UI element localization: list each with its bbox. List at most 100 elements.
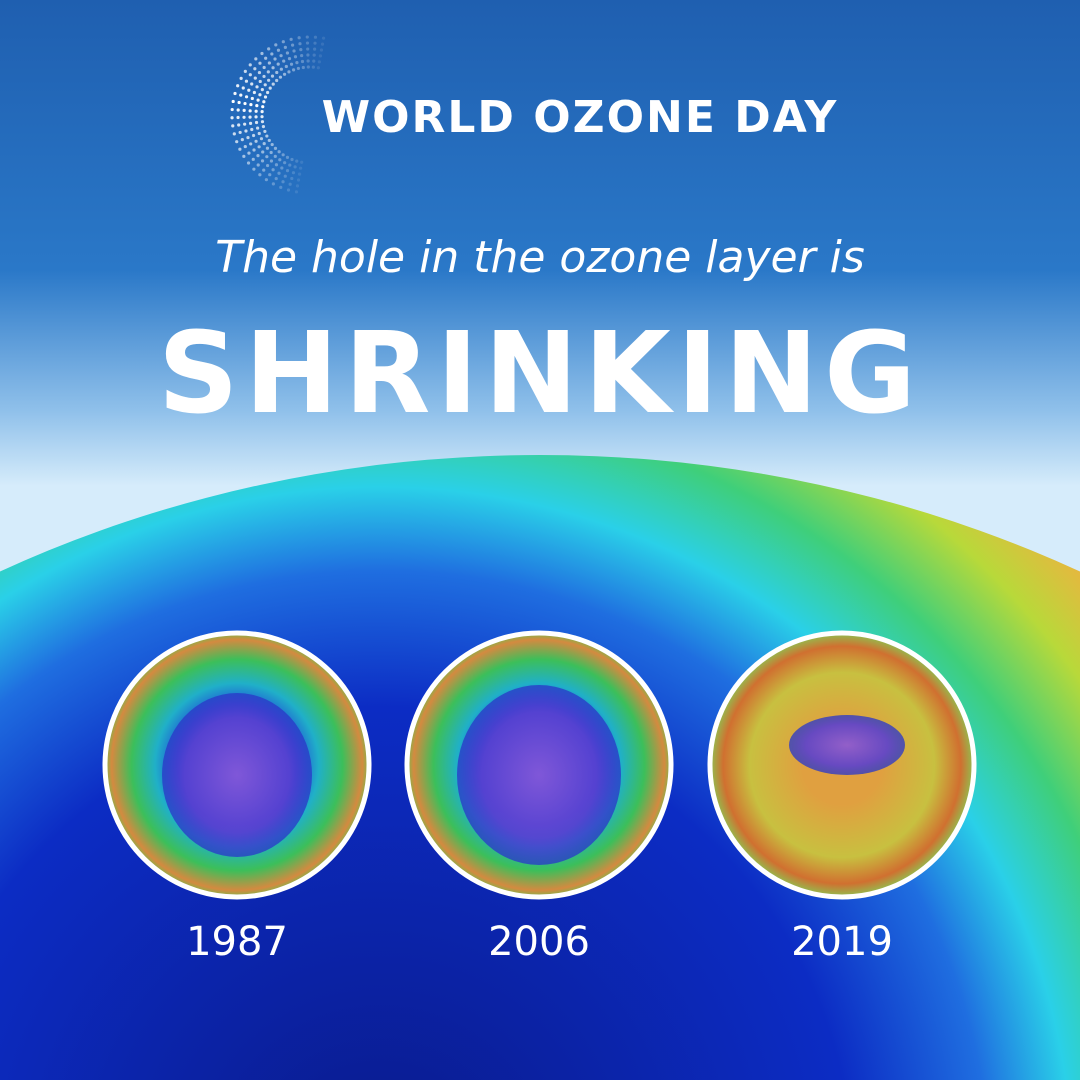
- logo-dot: [293, 55, 298, 59]
- logo-dot: [249, 142, 253, 146]
- logo-dot: [276, 48, 281, 52]
- logo-dot: [297, 172, 302, 176]
- logo-dot: [285, 51, 290, 55]
- logo-dot: [238, 130, 242, 135]
- logo-dot: [273, 146, 278, 150]
- logo-dot: [274, 163, 279, 167]
- logo-dot: [289, 37, 293, 41]
- logo-dot: [296, 178, 301, 182]
- logo-dot: [313, 47, 317, 51]
- logo-dot: [271, 66, 275, 70]
- logo-dot: [289, 62, 294, 66]
- logo-dot: [316, 66, 320, 70]
- logo-dot: [283, 174, 287, 178]
- logo-dot: [275, 70, 279, 75]
- logo-dot: [283, 45, 287, 49]
- logo-dot: [232, 132, 236, 136]
- logo-dot: [279, 185, 283, 189]
- logo-dot: [262, 100, 266, 104]
- logo-dot: [288, 182, 292, 186]
- logo-dot: [257, 70, 262, 75]
- logo-dot: [267, 61, 271, 65]
- year-label: 1987: [186, 919, 288, 965]
- logo-dot: [281, 40, 285, 44]
- logo-dot: [242, 108, 246, 112]
- logo-dot: [256, 126, 260, 130]
- logo-dot: [291, 68, 296, 72]
- logo-dot: [261, 125, 266, 129]
- logo-dot: [287, 70, 291, 74]
- logo-dot: [306, 47, 310, 51]
- logo-dot: [261, 105, 265, 109]
- logo-dot: [265, 134, 269, 138]
- logo-dot: [248, 121, 253, 125]
- logo-dot: [233, 91, 237, 96]
- logo-dot: [265, 163, 270, 168]
- logo-dot: [285, 155, 290, 159]
- logo-dot: [237, 100, 241, 105]
- logo-dot: [239, 76, 243, 80]
- logo-dot: [295, 61, 299, 65]
- logo-dot: [258, 79, 262, 84]
- logo-dot: [280, 166, 284, 170]
- logo-dot: [246, 161, 251, 165]
- logo-dot: [312, 53, 316, 57]
- logo-dot: [264, 56, 268, 60]
- logo-dot: [253, 67, 257, 71]
- logo-dot: [274, 43, 278, 47]
- logo-dot: [305, 41, 310, 45]
- logo-dot: [297, 36, 301, 40]
- logo-dot: [305, 35, 309, 39]
- logo-dot: [311, 65, 315, 69]
- logo-dot: [278, 158, 282, 162]
- headline: SHRINKING: [158, 309, 922, 439]
- logo-dot: [274, 176, 278, 181]
- logo-dot: [250, 82, 254, 86]
- ozone-hole: [789, 715, 905, 775]
- logo-dot: [290, 43, 295, 47]
- logo-dot: [262, 168, 266, 172]
- logo-dot: [263, 129, 267, 134]
- logo-dot: [279, 67, 283, 71]
- logo-dot: [260, 88, 264, 92]
- logo-dot: [270, 52, 274, 56]
- logo-dot: [242, 154, 246, 158]
- logo-dot: [306, 65, 310, 69]
- logo-dot: [277, 171, 281, 175]
- logo-dot: [254, 139, 258, 143]
- logo-dot: [313, 41, 317, 45]
- logo-dot: [290, 176, 294, 181]
- logo-dot: [277, 150, 281, 154]
- logo-dot: [268, 173, 272, 177]
- logo-dot: [300, 59, 305, 64]
- logo-dot: [255, 104, 259, 108]
- logo-dot: [313, 35, 318, 39]
- logo-dot: [269, 159, 274, 163]
- logo-dot: [230, 107, 234, 112]
- logo-dot: [244, 79, 249, 83]
- logo-dot: [243, 69, 247, 73]
- logo-dot: [244, 129, 248, 133]
- logo-dot: [254, 57, 258, 61]
- logo-dot: [286, 188, 291, 192]
- logo-dot: [273, 154, 277, 158]
- logo-dot: [288, 163, 292, 167]
- logo-dot: [298, 42, 302, 46]
- logo-dot: [239, 93, 243, 97]
- logo-dot: [281, 153, 285, 157]
- logo-dot: [296, 66, 300, 71]
- logo-dot: [254, 115, 258, 119]
- logo-dot: [266, 90, 270, 95]
- logo-dot: [312, 59, 316, 63]
- logo-dot: [252, 90, 256, 95]
- logo-dot: [258, 173, 262, 177]
- logo-dot: [263, 95, 268, 99]
- logo-dot: [269, 150, 273, 155]
- logo-dot: [293, 165, 297, 169]
- logo-dot: [258, 61, 262, 65]
- logo-dot: [257, 145, 261, 149]
- year-label: 2006: [488, 919, 590, 965]
- logo-dot: [253, 76, 257, 80]
- logo-dot: [295, 159, 299, 163]
